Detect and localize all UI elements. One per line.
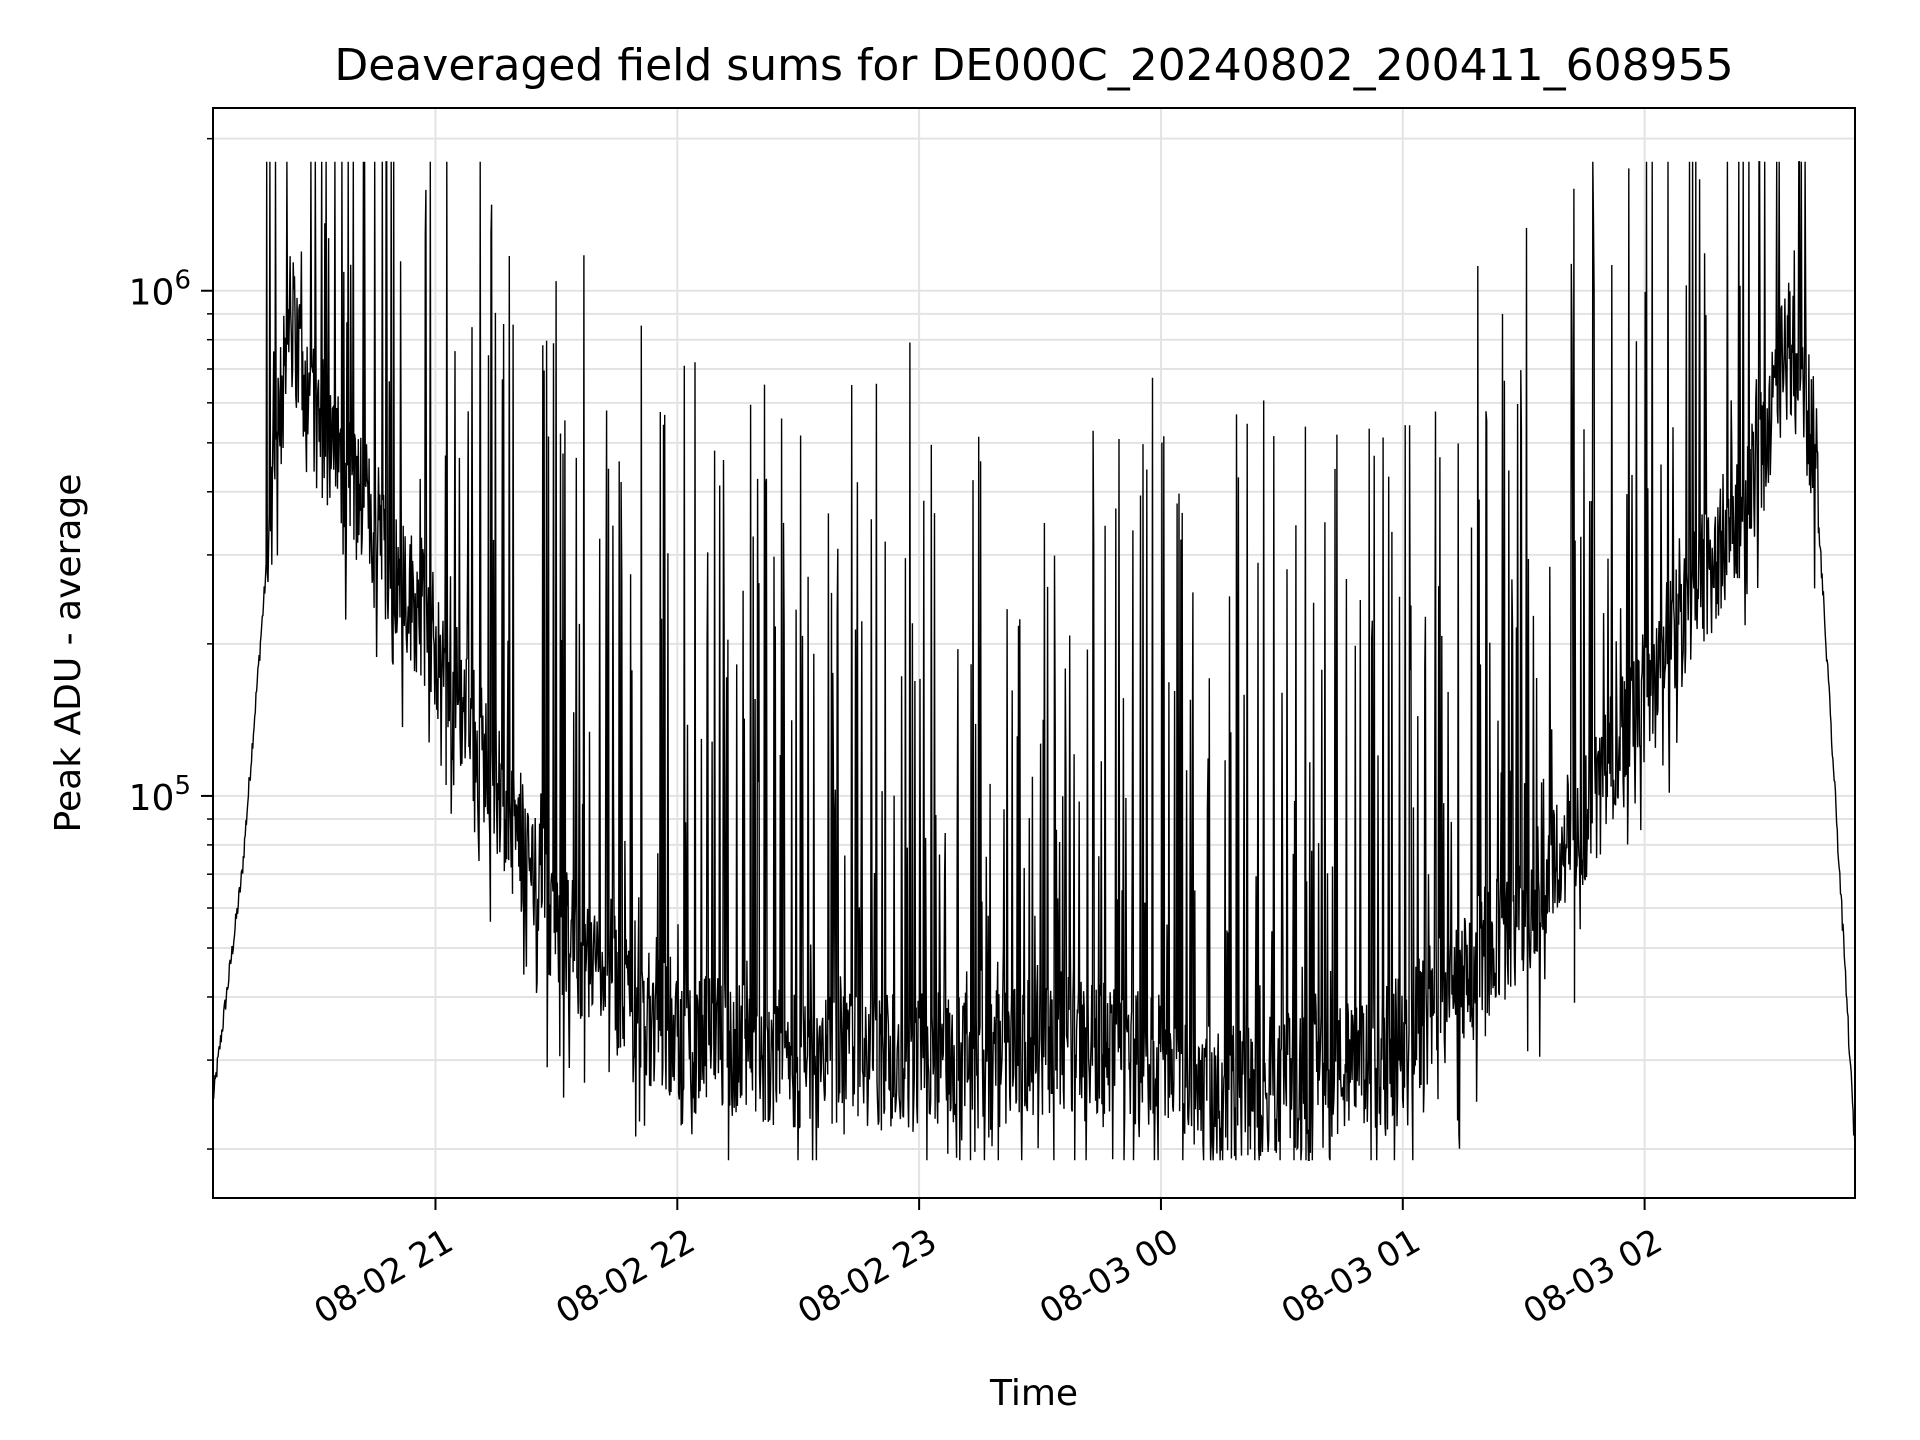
- x-axis-label: Time: [989, 1373, 1078, 1414]
- series-line: [212, 161, 1856, 1162]
- chart-title: Deaveraged field sums for DE000C_2024080…: [334, 40, 1733, 91]
- y-tick-label: 105: [129, 771, 191, 819]
- y-tick-label: 106: [129, 266, 191, 314]
- plot-frame: [212, 107, 1856, 1199]
- y-axis-label: Peak ADU - average: [48, 474, 89, 833]
- y-axis-ticks: 105 106: [129, 137, 213, 1150]
